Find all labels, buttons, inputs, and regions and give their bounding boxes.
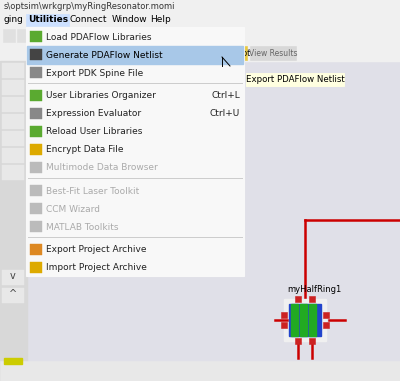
- Bar: [30, 90, 42, 101]
- Bar: [2, 270, 24, 285]
- Text: View Results: View Results: [249, 48, 297, 58]
- Bar: [2, 114, 24, 129]
- Bar: [2, 148, 24, 163]
- Text: Multimode Data Browser: Multimode Data Browser: [46, 163, 158, 173]
- Bar: [300, 304, 307, 336]
- Text: Import Project Archive: Import Project Archive: [46, 264, 147, 272]
- Bar: [4, 358, 22, 364]
- Bar: [172, 30, 182, 41]
- Text: Load PDAFlow Libraries: Load PDAFlow Libraries: [46, 32, 152, 42]
- Bar: [30, 185, 42, 196]
- Bar: [309, 304, 316, 336]
- Text: Ctrl+L: Ctrl+L: [211, 91, 240, 101]
- Bar: [26, 27, 244, 276]
- Text: Export Project Archive: Export Project Archive: [46, 245, 146, 255]
- Text: ging: ging: [3, 16, 23, 24]
- Bar: [213, 47, 225, 58]
- Text: Export PDAFlow Netlist: Export PDAFlow Netlist: [246, 75, 344, 84]
- Bar: [0, 361, 400, 381]
- Text: Symbols: Symbols: [180, 48, 212, 58]
- Bar: [174, 46, 208, 60]
- Text: Help: Help: [150, 16, 171, 24]
- Bar: [26, 14, 69, 26]
- Bar: [289, 304, 321, 336]
- Text: myHalfRing1: myHalfRing1: [287, 285, 341, 294]
- Bar: [281, 322, 287, 328]
- Bar: [2, 97, 24, 112]
- Bar: [30, 108, 42, 119]
- Bar: [211, 46, 247, 60]
- Bar: [281, 312, 287, 318]
- Bar: [30, 244, 42, 255]
- Text: Reload User Libraries: Reload User Libraries: [46, 128, 142, 136]
- Text: s\optsim\wrkgrp\myRingResonator.momi: s\optsim\wrkgrp\myRingResonator.momi: [4, 2, 176, 11]
- Bar: [30, 31, 42, 42]
- Text: Connect: Connect: [70, 16, 108, 24]
- Bar: [0, 27, 400, 45]
- Bar: [309, 338, 315, 344]
- Bar: [30, 262, 42, 273]
- Bar: [30, 203, 42, 214]
- Bar: [295, 296, 301, 302]
- Text: Export PDK Spine File: Export PDK Spine File: [46, 69, 143, 77]
- Bar: [30, 162, 42, 173]
- Text: Best-Fit Laser Toolkit: Best-Fit Laser Toolkit: [46, 187, 139, 195]
- Bar: [2, 63, 24, 78]
- Text: v: v: [10, 271, 16, 281]
- Bar: [30, 49, 42, 60]
- Bar: [183, 30, 193, 41]
- Bar: [2, 288, 24, 303]
- Bar: [3, 29, 15, 42]
- Bar: [0, 13, 400, 27]
- Bar: [2, 80, 24, 95]
- Text: MATLAB Toolkits: MATLAB Toolkits: [46, 223, 118, 232]
- Text: CCM Wizard: CCM Wizard: [46, 205, 100, 213]
- Bar: [176, 47, 188, 58]
- Text: ^: ^: [9, 289, 17, 299]
- Text: Utilities: Utilities: [28, 16, 68, 24]
- Bar: [30, 144, 42, 155]
- Bar: [309, 296, 315, 302]
- Text: Encrypt Data File: Encrypt Data File: [46, 146, 124, 155]
- Bar: [0, 45, 400, 61]
- Text: View Plot: View Plot: [215, 48, 251, 58]
- Bar: [30, 67, 42, 78]
- Bar: [148, 30, 158, 41]
- Bar: [323, 322, 329, 328]
- Bar: [250, 46, 296, 60]
- Text: User Libraries Organizer: User Libraries Organizer: [46, 91, 156, 101]
- Bar: [0, 0, 400, 13]
- Bar: [27, 46, 243, 64]
- Text: Generate PDAFlow Netlist: Generate PDAFlow Netlist: [46, 51, 163, 59]
- Bar: [246, 73, 344, 86]
- Bar: [30, 126, 42, 137]
- Bar: [295, 338, 301, 344]
- Bar: [194, 30, 204, 41]
- Text: Window: Window: [112, 16, 148, 24]
- Bar: [160, 30, 170, 41]
- Bar: [17, 29, 29, 42]
- Bar: [0, 61, 27, 381]
- Text: Ctrl+U: Ctrl+U: [210, 109, 240, 118]
- Bar: [2, 131, 24, 146]
- Bar: [30, 221, 42, 232]
- Bar: [27, 61, 400, 381]
- Text: Scan: Scan: [151, 48, 169, 58]
- Bar: [148, 47, 172, 59]
- Bar: [284, 299, 326, 341]
- Bar: [291, 304, 298, 336]
- Bar: [2, 165, 24, 180]
- Bar: [323, 312, 329, 318]
- Text: Expression Evaluator: Expression Evaluator: [46, 109, 141, 118]
